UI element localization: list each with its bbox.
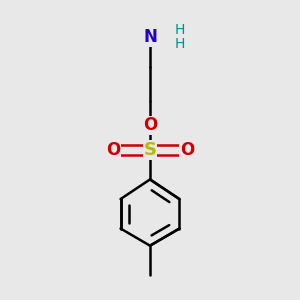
Text: O: O [143,116,157,134]
Text: O: O [106,141,120,159]
Text: H: H [175,23,185,37]
Text: S: S [143,141,157,159]
Text: O: O [180,141,194,159]
Text: N: N [143,28,157,46]
Text: H: H [175,38,185,52]
